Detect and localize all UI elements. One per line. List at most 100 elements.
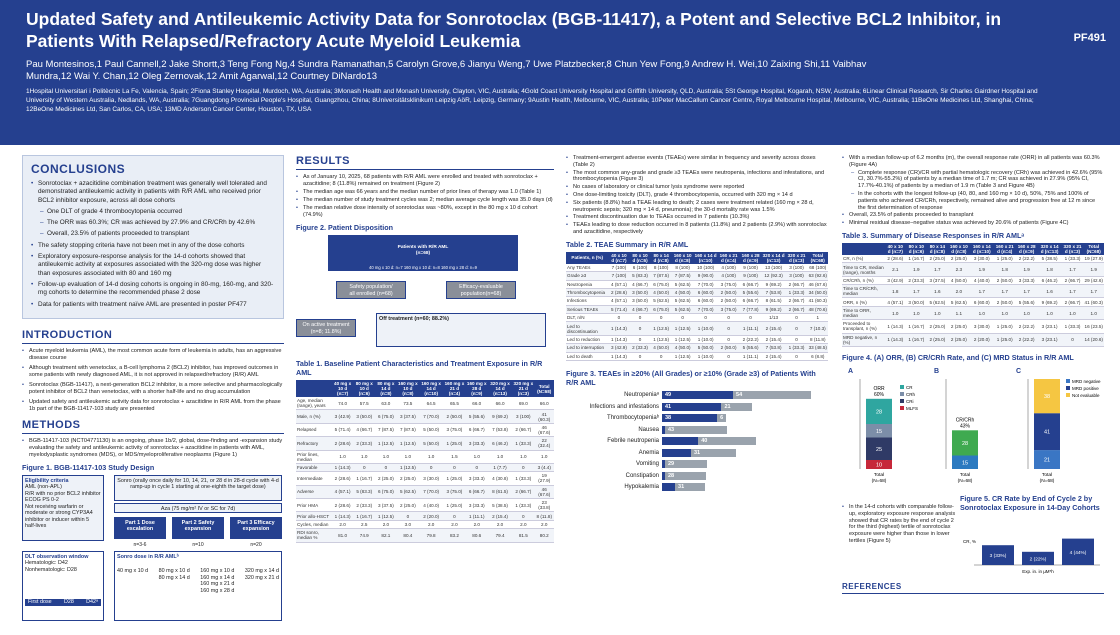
bar-row: Anemia 31 bbox=[566, 447, 828, 458]
table-cell: 1 (14.3) bbox=[608, 321, 630, 336]
table-cell: 4 (66.7) bbox=[629, 280, 651, 289]
safety-item: No cases of laboratory or clinical tumor… bbox=[566, 184, 828, 191]
table-cell: 1.0 bbox=[1083, 306, 1104, 321]
table-cell: 7 (87.5) bbox=[671, 271, 694, 281]
table-2-title: Table 2. TEAE Summary in R/R AML bbox=[566, 239, 689, 249]
bar bbox=[982, 545, 1014, 565]
table-header-cell: 320 x 21 d (n=3) bbox=[1061, 242, 1084, 255]
table-cell: 68 (100) bbox=[807, 263, 828, 273]
table-cell: 5 (83.3) bbox=[353, 485, 376, 500]
table-cell: 2 (66.7) bbox=[512, 485, 535, 500]
table-cell: 1 (11.1) bbox=[465, 511, 488, 521]
table-cell: 41 (60.3) bbox=[534, 409, 554, 424]
authors: Pau Montesinos,1 Paul Cannell,2 Jake Sho… bbox=[26, 59, 867, 82]
table-cell: 2.0 bbox=[375, 520, 397, 530]
figure-1-title: Figure 1. BGB-11417-103 Study Design bbox=[22, 462, 155, 472]
sonro-dose-title: Sonro dose in R/R AMLᵇ bbox=[117, 553, 179, 560]
table-cell: 6 (60.0) bbox=[693, 296, 718, 306]
segment-value: 15 bbox=[962, 460, 968, 466]
legend-swatch bbox=[900, 384, 904, 389]
table-cell: 4 (50.0) bbox=[671, 343, 694, 353]
table-cell: 6 (46.2) bbox=[1037, 276, 1062, 286]
table-header-cell: 320 x 14 d (n=13) bbox=[761, 251, 786, 264]
table-header-cell: 160 mg x 28 d (n=9) bbox=[465, 380, 488, 397]
table-cell: 5 (55.6) bbox=[739, 343, 762, 353]
table-cell: 5 (50.0) bbox=[693, 343, 718, 353]
stacked-segment bbox=[866, 423, 892, 438]
table-cell: 3 (30.0) bbox=[969, 319, 994, 334]
table-cell: 2.0 bbox=[534, 520, 554, 530]
table-cell: 2 (66.7) bbox=[1061, 297, 1084, 307]
table-cell: 8 (11.8) bbox=[807, 335, 828, 345]
introduction-section: INTRODUCTION Acute myeloid leukemia (AML… bbox=[22, 329, 284, 413]
first-dose-label: First dose bbox=[28, 599, 52, 606]
table-cell: 81.0 bbox=[331, 528, 354, 543]
table-cell: 1.9 bbox=[1083, 262, 1104, 277]
table-cell: 1.0 bbox=[884, 306, 906, 321]
table-row: Thrombocytopenia 2 (28.6) 3 (50.0) 4 (50.0)… bbox=[566, 288, 828, 298]
dlt-window-box: DLT observation window Hematologic: D42 … bbox=[22, 550, 104, 621]
eligibility-item: AML (non-APL) bbox=[25, 484, 62, 491]
table-cell: 3 (23.1) bbox=[1037, 333, 1062, 347]
table-row: Adverse 4 (57.1) 5 (83.3) 6 (75.0) 5 (62.5) 7… bbox=[296, 485, 554, 500]
figure-5-item: In the 14-d cohorts with comparable foll… bbox=[842, 504, 960, 545]
table-cell: 5 (50.0) bbox=[419, 436, 444, 451]
disposition-diagram: Patients with R/R AML (n=68) 40 mg x 10 … bbox=[296, 235, 554, 355]
table-cell: Male, n (%) bbox=[296, 409, 332, 424]
segment-value: 41 bbox=[1044, 430, 1050, 436]
table-cell: 0 bbox=[717, 335, 740, 345]
table-cell: 2 (25.0) bbox=[375, 471, 397, 486]
table-cell: 3 (30.0) bbox=[969, 254, 994, 264]
table-cell: 1.9 bbox=[969, 262, 994, 277]
dose-item: 160 mg x 10 d 160 mg x 14 d 160 mg x 21 … bbox=[200, 568, 235, 594]
table-cell: 33 (48.5) bbox=[807, 343, 828, 353]
table-cell: 1.7 bbox=[993, 284, 1016, 299]
table-cell: 0 bbox=[717, 321, 740, 336]
table-cell: 4 (40.0) bbox=[969, 276, 994, 286]
safety-item: Treatment discontinuation due to TEAEs o… bbox=[566, 214, 828, 221]
table-cell: 6 (66.7) bbox=[739, 296, 762, 306]
table-cell: 9 (69.2) bbox=[1037, 297, 1062, 307]
table-cell: 48 (70.6) bbox=[807, 305, 828, 315]
table-cell: 4 (50.0) bbox=[947, 276, 970, 286]
table-cell: 79.8 bbox=[419, 528, 444, 543]
table-cell: 1 (33.3) bbox=[785, 288, 808, 298]
table-cell: 5 (55.6) bbox=[1015, 297, 1038, 307]
x-category-sublabel: (N=68) bbox=[872, 478, 887, 484]
table-cell: 74.0 bbox=[331, 397, 354, 411]
bar-value-label: 3 (33%) bbox=[990, 553, 1007, 559]
efficacy-subitem: In the cohorts with the longest follow-u… bbox=[851, 191, 1104, 211]
table-cell: 2 (20.0) bbox=[969, 333, 994, 347]
safety-item: TEAEs leading to dose reduction occurred… bbox=[566, 222, 828, 236]
conclusions-box: CONCLUSIONS Sonrotoclax + azacitidine co… bbox=[22, 155, 284, 319]
table-cell: 7 (53.8) bbox=[761, 343, 786, 353]
table-cell: 2 (66.7) bbox=[785, 296, 808, 306]
bar-category-label: Vomiting bbox=[635, 461, 659, 468]
table-cell: 0 bbox=[419, 463, 444, 473]
table-cell: 3 (37.5) bbox=[375, 498, 397, 513]
bar-row: Hypokalemia 31 bbox=[566, 482, 828, 493]
poster-title: Updated Safety and Antileukemic Activity… bbox=[26, 9, 1002, 51]
table-header-row: 40 mg x 10 d (n=7) 80 mg x 10 d (n=6) 80 m… bbox=[296, 380, 554, 397]
table-cell: 7 (100) bbox=[608, 263, 630, 273]
table-header-cell: 160 x 28 d (n=9) bbox=[1015, 242, 1038, 255]
table-cell: 1.0 bbox=[1015, 306, 1038, 321]
table-cell: 0 bbox=[650, 352, 672, 361]
table-cell: 1 (12.5) bbox=[396, 436, 420, 451]
table-row: Neutropenia 4 (57.1) 4 (66.7) 6 (75.0) 5 (62… bbox=[566, 280, 828, 289]
part-3-box: Part 3 Efficacy expansion bbox=[230, 516, 282, 539]
table-cell: 7 (77.8) bbox=[739, 305, 762, 315]
table-cell: 1 (25.0) bbox=[443, 471, 466, 486]
table-header-cell: Patients, n (%) bbox=[566, 251, 609, 264]
table-cell: RDI sonro, median % bbox=[296, 528, 332, 543]
legend-swatch bbox=[1066, 378, 1070, 383]
table-cell: 1.7 bbox=[1015, 284, 1038, 299]
table-cell: 2 (33.3) bbox=[629, 343, 651, 353]
table-cell: 2 (50.0) bbox=[717, 288, 740, 298]
intro-item: Acute myeloid leukemia (AML), the most c… bbox=[22, 348, 284, 362]
conclusion-item: Data for patients with treatment naïve A… bbox=[31, 301, 275, 310]
table-cell: Thrombocytopenia bbox=[566, 288, 609, 298]
bar-all-grades: 21 bbox=[721, 402, 752, 411]
table-cell: 1 (14.3) bbox=[884, 333, 906, 347]
table-header-cell: 160 mg x 10 d (n=8) bbox=[396, 380, 420, 397]
